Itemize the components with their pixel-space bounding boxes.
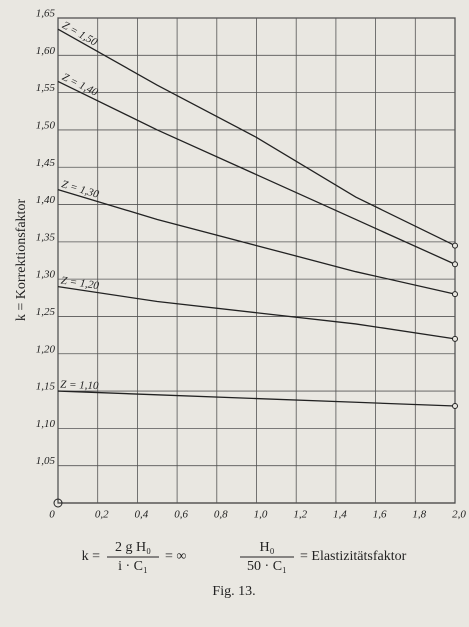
formula-part: 2 g H₀ bbox=[115, 540, 151, 555]
series-line bbox=[57, 28, 456, 247]
x-tick-label: 0,6 bbox=[174, 509, 188, 521]
end-marker bbox=[452, 242, 458, 249]
x-tick-label: 1,4 bbox=[333, 509, 347, 521]
x-tick-label: 1,6 bbox=[373, 509, 387, 521]
x-tick-label: 2,0 bbox=[452, 509, 466, 521]
formula: k = 2 g H₀ i · C₁ = ∞ H₀ 50 · C₁ = Elast… bbox=[82, 540, 407, 574]
y-tick-label: 1,25 bbox=[36, 306, 56, 318]
y-tick-label: 1,45 bbox=[36, 157, 56, 169]
y-tick-label: 1,05 bbox=[36, 455, 56, 467]
origin-marker bbox=[53, 498, 63, 508]
y-tick-label: 1,50 bbox=[36, 119, 56, 131]
series-label: Z = 1,20 bbox=[60, 275, 100, 293]
y-tick-label: 1,30 bbox=[36, 269, 56, 281]
x-tick-label: 1,2 bbox=[293, 509, 307, 521]
y-tick-label: 1,55 bbox=[36, 82, 56, 94]
formula-part: i · C₁ bbox=[118, 559, 148, 574]
formula-part: = ∞ bbox=[165, 549, 186, 564]
formula-part: = Elastizitätsfaktor bbox=[300, 549, 407, 564]
y-tick-label: 1,20 bbox=[36, 343, 56, 355]
y-tick-label: 1,60 bbox=[36, 45, 56, 57]
x-tick-label: 0,4 bbox=[135, 509, 149, 521]
series-line bbox=[57, 80, 456, 265]
end-marker bbox=[452, 335, 458, 342]
x-tick-label: 0,2 bbox=[95, 509, 109, 521]
y-tick-label: 1,35 bbox=[36, 231, 56, 243]
formula-part: H₀ bbox=[260, 540, 275, 555]
series-line bbox=[57, 285, 456, 340]
formula-part: k = bbox=[82, 549, 101, 564]
y-tick-label: 1,65 bbox=[36, 8, 56, 20]
end-marker bbox=[452, 261, 458, 268]
x-tick-label: 0,8 bbox=[214, 509, 228, 521]
x-tick-label: 0 bbox=[49, 509, 55, 521]
end-marker bbox=[452, 403, 458, 409]
y-tick-label: 1,15 bbox=[36, 381, 56, 393]
caption: Fig. 13. bbox=[212, 584, 255, 599]
series-line bbox=[57, 390, 456, 407]
y-tick-label: 1,40 bbox=[36, 194, 56, 206]
x-tick-label: 1,8 bbox=[412, 509, 426, 521]
y-axis-label: k = Korrektionsfaktor bbox=[14, 199, 29, 322]
x-tick-label: 1,0 bbox=[254, 509, 268, 521]
series-label: Z = 1,10 bbox=[60, 379, 99, 392]
y-tick-label: 1,10 bbox=[36, 418, 56, 430]
series-line bbox=[57, 188, 456, 295]
end-marker bbox=[452, 291, 458, 298]
formula-part: 50 · C₁ bbox=[247, 559, 287, 574]
